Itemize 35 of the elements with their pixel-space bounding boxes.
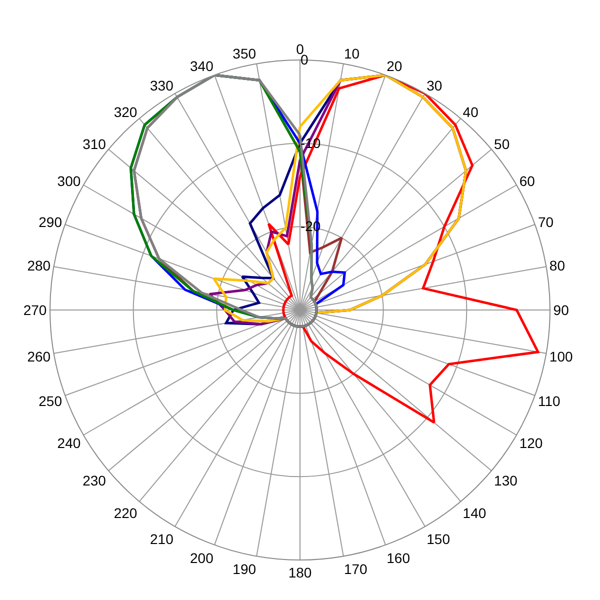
spoke-label: 50 [494, 136, 510, 152]
spoke-label: 60 [519, 173, 536, 190]
spoke-label: 220 [114, 504, 138, 521]
spoke-label: 310 [82, 136, 106, 152]
spoke-label: 250 [38, 393, 62, 410]
spoke-label: 340 [190, 58, 214, 74]
spoke-label: 210 [150, 530, 174, 547]
spoke-label: 120 [519, 434, 543, 451]
spoke-label: 90 [553, 302, 570, 318]
spoke-label: 10 [344, 46, 360, 62]
spoke-label: 190 [232, 561, 256, 578]
spoke-label: 260 [27, 348, 51, 364]
spoke-label: 240 [57, 434, 81, 451]
spoke-label: 270 [23, 302, 47, 318]
spoke-label: 300 [57, 173, 81, 190]
spoke-label: 290 [38, 214, 62, 230]
spoke-label: 160 [386, 550, 410, 566]
spoke-label: 40 [462, 104, 479, 120]
spoke-label: 110 [538, 393, 561, 410]
spoke-label: 80 [549, 257, 566, 274]
spoke-label: 150 [426, 530, 450, 547]
spoke-label: 70 [538, 214, 554, 230]
spoke-label: 140 [462, 504, 486, 521]
spoke-label: 330 [150, 78, 174, 94]
spoke-label: 170 [344, 561, 368, 578]
spoke-label: 100 [549, 348, 574, 364]
spoke-label: 280 [27, 257, 51, 274]
spoke-label: 130 [494, 472, 518, 489]
spoke-label: 30 [426, 78, 442, 94]
spoke-label: 200 [190, 550, 214, 566]
spoke-label: 20 [386, 58, 402, 74]
spoke-label: 230 [82, 472, 106, 489]
spoke-label: 320 [114, 104, 138, 120]
spoke-label: 180 [288, 564, 312, 580]
spoke-label: 350 [232, 46, 256, 62]
